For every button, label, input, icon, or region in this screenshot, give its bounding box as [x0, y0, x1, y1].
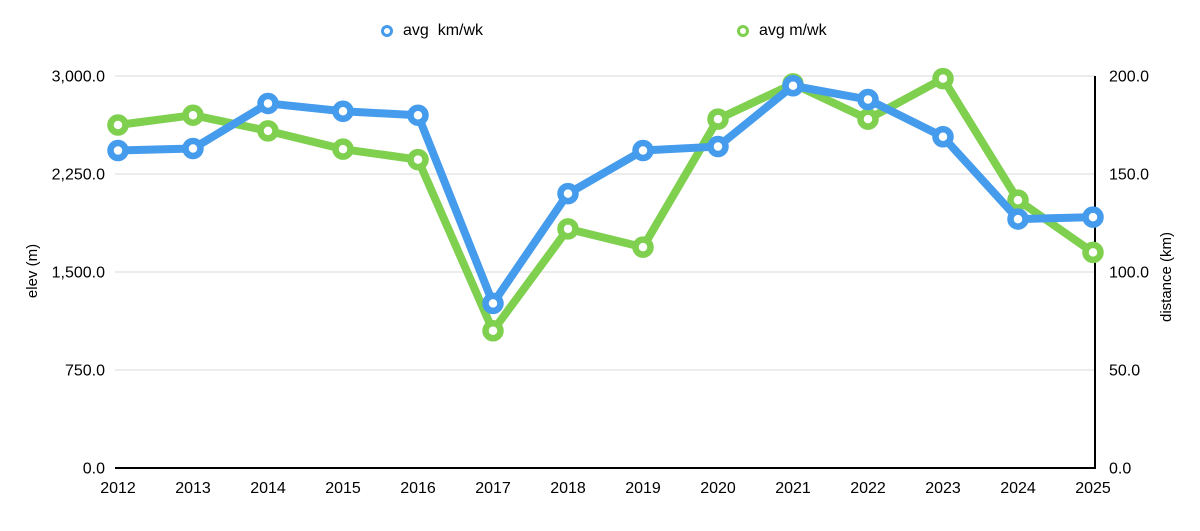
- data-point-avg-m-wk-2019[interactable]: [632, 236, 654, 258]
- legend-marker-blue-icon: [381, 25, 393, 37]
- data-point-avg-km-wk-2022[interactable]: [857, 88, 879, 111]
- data-point-avg-m-wk-2018[interactable]: [557, 218, 579, 240]
- data-point-avg-km-wk-2020[interactable]: [707, 135, 729, 158]
- x-axis-tick-label: 2025: [1075, 480, 1111, 497]
- data-point-avg-km-wk-2017[interactable]: [482, 292, 504, 315]
- data-point-avg-m-wk-2022[interactable]: [857, 108, 879, 130]
- data-point-avg-km-wk-2023[interactable]: [932, 126, 954, 148]
- legend-item-avg-km-wk[interactable]: avg km/wk: [381, 22, 483, 40]
- right-axis-tick-label: 50.0: [1109, 363, 1140, 380]
- x-axis-tick-label: 2020: [700, 480, 736, 497]
- right-axis-tick-label: 0.0: [1109, 461, 1131, 478]
- x-axis-tick-label: 2023: [925, 480, 961, 497]
- right-axis-tick-label: 150.0: [1109, 167, 1149, 184]
- right-axis-tick-label: 100.0: [1109, 265, 1149, 282]
- x-axis-tick-label: 2015: [325, 480, 361, 497]
- x-axis-tick-label: 2019: [625, 480, 661, 497]
- left-axis-tick-label: 750.0: [65, 363, 105, 380]
- x-axis-tick-label: 2012: [100, 480, 136, 497]
- left-axis-tick-label: 3,000.0: [52, 69, 105, 86]
- data-point-avg-km-wk-2013[interactable]: [182, 137, 204, 160]
- data-point-avg-m-wk-2025[interactable]: [1082, 241, 1104, 264]
- legend-label: avg m/wk: [759, 22, 827, 39]
- left-axis-tick-label: 0.0: [83, 461, 105, 478]
- legend-marker-green-icon: [737, 25, 749, 37]
- x-axis-tick-label: 2022: [850, 480, 886, 497]
- data-point-avg-m-wk-2020[interactable]: [707, 108, 729, 130]
- x-axis-tick-label: 2017: [475, 480, 511, 497]
- left-axis-tick-label: 2,250.0: [52, 167, 105, 184]
- data-point-avg-m-wk-2015[interactable]: [332, 138, 354, 160]
- data-point-avg-km-wk-2021[interactable]: [782, 75, 804, 97]
- legend-label: avg km/wk: [403, 22, 484, 39]
- data-point-avg-m-wk-2013[interactable]: [182, 104, 204, 126]
- x-axis-tick-label: 2024: [1000, 480, 1036, 497]
- data-point-avg-m-wk-2024[interactable]: [1007, 189, 1029, 211]
- left-axis-tick-label: 1,500.0: [52, 265, 105, 282]
- data-point-avg-km-wk-2025[interactable]: [1082, 206, 1104, 228]
- data-point-avg-km-wk-2024[interactable]: [1007, 208, 1029, 230]
- data-point-avg-m-wk-2012[interactable]: [107, 114, 129, 136]
- data-point-avg-km-wk-2016[interactable]: [407, 104, 429, 126]
- data-point-avg-km-wk-2014[interactable]: [257, 92, 279, 115]
- data-point-avg-m-wk-2016[interactable]: [407, 148, 429, 171]
- x-axis-tick-label: 2021: [775, 480, 811, 497]
- right-axis-tick-label: 200.0: [1109, 69, 1149, 86]
- data-point-avg-km-wk-2019[interactable]: [632, 139, 654, 162]
- x-axis-tick-label: 2013: [175, 480, 211, 497]
- data-point-avg-m-wk-2023[interactable]: [932, 67, 954, 90]
- series-line-avg-km-wk: [114, 81, 1097, 308]
- x-axis-tick-label: 2016: [400, 480, 436, 497]
- x-axis-tick-label: 2018: [550, 480, 586, 497]
- data-point-avg-m-wk-2014[interactable]: [257, 120, 279, 142]
- data-point-avg-m-wk-2017[interactable]: [482, 320, 504, 342]
- data-point-avg-km-wk-2012[interactable]: [107, 139, 129, 162]
- x-axis-tick-label: 2014: [250, 480, 286, 497]
- series-line-avg-m-wk: [114, 74, 1097, 335]
- legend-item-avg-m-wk[interactable]: avg m/wk: [737, 22, 827, 40]
- data-point-avg-km-wk-2018[interactable]: [557, 182, 579, 205]
- data-point-avg-km-wk-2015[interactable]: [332, 100, 354, 123]
